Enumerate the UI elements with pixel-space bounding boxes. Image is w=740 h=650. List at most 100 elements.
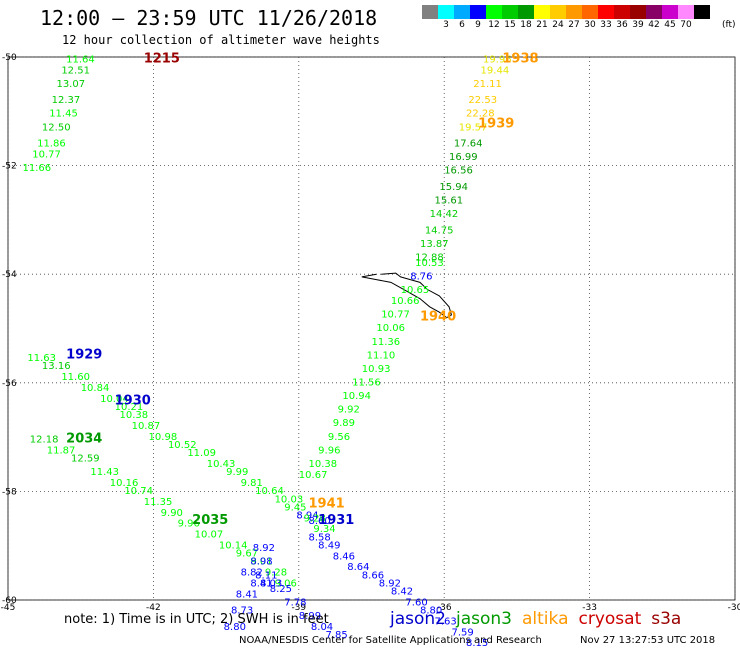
data-point-jason3: 12.18	[30, 435, 59, 446]
satellite-s3a: s3a	[651, 609, 682, 629]
legend-swatch	[438, 5, 454, 19]
data-point-altika: 8.49	[318, 540, 340, 551]
data-point-altika: 16.99	[449, 152, 478, 163]
data-point-jason3: 11.43	[90, 467, 119, 478]
data-point-jason3: 9.90	[161, 508, 183, 519]
note-text: note: 1) Time is in UTC; 2) SWH is in fe…	[64, 612, 329, 627]
data-point-altika: 21.11	[473, 79, 502, 90]
data-point-altika: 8.03	[260, 578, 282, 589]
data-point-altika: 8.92	[253, 543, 275, 554]
data-point-jason3: 9.67	[236, 549, 258, 560]
data-point-altika: 8.25	[270, 584, 292, 595]
data-point-jason2: 10.77	[381, 310, 410, 321]
legend-item	[422, 5, 438, 31]
data-point-jason2: 10.38	[119, 410, 148, 421]
data-point-jason3: 12.59	[71, 454, 100, 465]
legend-item: 30	[582, 5, 598, 31]
legend-label: 36	[616, 20, 628, 30]
data-point-cryosat: 11.86	[37, 139, 66, 150]
legend-swatch	[566, 5, 582, 19]
data-point-altika: 8.11	[255, 570, 277, 581]
time-label: 1940	[420, 309, 456, 324]
data-point-jason2: 10.64	[255, 486, 284, 497]
data-point-altika: 8.46	[333, 551, 355, 562]
legend-swatch	[550, 5, 566, 19]
data-point-altika: 8.58	[308, 532, 330, 543]
x-tick-label: -33	[582, 603, 597, 613]
data-point-jason2: 10.38	[308, 459, 337, 470]
data-point-altika: 19.57	[459, 122, 488, 133]
data-point-jason2: 10.66	[391, 296, 420, 307]
data-point-jason2: 10.06	[376, 323, 405, 334]
legend-swatch	[598, 5, 614, 19]
data-point-cryosat: 12.37	[52, 95, 81, 106]
data-point-altika: 8.15	[466, 638, 488, 649]
legend-item: 9	[470, 5, 486, 31]
legend-label: 24	[552, 20, 564, 30]
time-label: 1931	[318, 513, 354, 528]
legend-item: 21	[534, 5, 550, 31]
data-point-cryosat: 11.45	[49, 109, 78, 120]
data-point-altika: 8.66	[362, 570, 384, 581]
y-tick-label: -58	[2, 487, 17, 497]
legend-label: 6	[459, 20, 465, 30]
time-label: 1939	[478, 117, 514, 132]
data-point-altika: 8.64	[347, 562, 369, 573]
time-label: 2035	[192, 513, 228, 528]
data-point-jason2: 10.65	[401, 285, 430, 296]
legend-swatch	[630, 5, 646, 19]
legend-label: 70	[680, 20, 692, 30]
data-point-jason3: 11.35	[144, 497, 173, 508]
data-point-altika: 14.75	[425, 225, 454, 236]
legend-label: 21	[536, 20, 548, 30]
satellite-jason2: jason2	[390, 609, 446, 629]
data-point-jason2: 9.81	[241, 478, 263, 489]
legend-item: 12	[486, 5, 502, 31]
data-point-jason3: 10.16	[110, 478, 139, 489]
y-tick-label: -54	[2, 270, 17, 280]
legend-swatch	[646, 5, 662, 19]
satellite-legend: jason2 jason3 altika cryosat s3a	[390, 609, 691, 629]
legend-label: 39	[632, 20, 644, 30]
data-point-cryosat: 10.77	[32, 149, 61, 160]
data-point-altika: 8.41	[236, 589, 258, 600]
satellite-altika: altika	[522, 609, 569, 629]
data-point-cryosat: 11.64	[66, 54, 95, 65]
legend-label: 45	[664, 20, 676, 30]
legend-label: 9	[475, 20, 481, 30]
legend-swatch	[534, 5, 550, 19]
data-point-jason2: 9.34	[313, 524, 335, 535]
legend-item	[694, 5, 710, 31]
data-point-altika: 19.44	[481, 65, 510, 76]
data-point-altika: 7.85	[325, 630, 347, 641]
satellite-jason3: jason3	[456, 609, 512, 629]
data-point-jason2: 11.36	[372, 337, 401, 348]
legend-label: 3	[443, 20, 449, 30]
y-tick-label: -56	[2, 379, 17, 389]
data-point-altika: 7.60	[405, 597, 427, 608]
data-point-jason2: 10.98	[149, 432, 178, 443]
x-tick-label: -30	[728, 603, 740, 613]
legend-item: 3	[438, 5, 454, 31]
data-point-altika: 8.73	[231, 606, 253, 617]
time-label: 1215	[144, 51, 180, 66]
data-point-cryosat: 11.66	[23, 163, 52, 174]
data-point-altika: 14.42	[430, 209, 459, 220]
data-point-altika: 7.59	[451, 627, 473, 638]
data-point-altika: 17.64	[454, 139, 483, 150]
legend-swatch	[694, 5, 710, 19]
data-point-altika: 13.87	[420, 239, 449, 250]
x-tick-label: -42	[146, 603, 161, 613]
data-point-jason2: 10.67	[299, 470, 328, 481]
data-point-jason2: 10.03	[275, 494, 304, 505]
plot-frame	[7, 56, 736, 601]
legend-item: 24	[550, 5, 566, 31]
y-tick-label: -50	[2, 53, 17, 63]
data-point-jason2: 11.09	[187, 448, 216, 459]
data-point-jason2: 10.87	[132, 421, 161, 432]
data-point-jason3: 10.74	[124, 486, 153, 497]
legend-swatch	[662, 5, 678, 19]
legend-label: 27	[568, 20, 580, 30]
data-point-altika: 7.63	[435, 616, 457, 627]
